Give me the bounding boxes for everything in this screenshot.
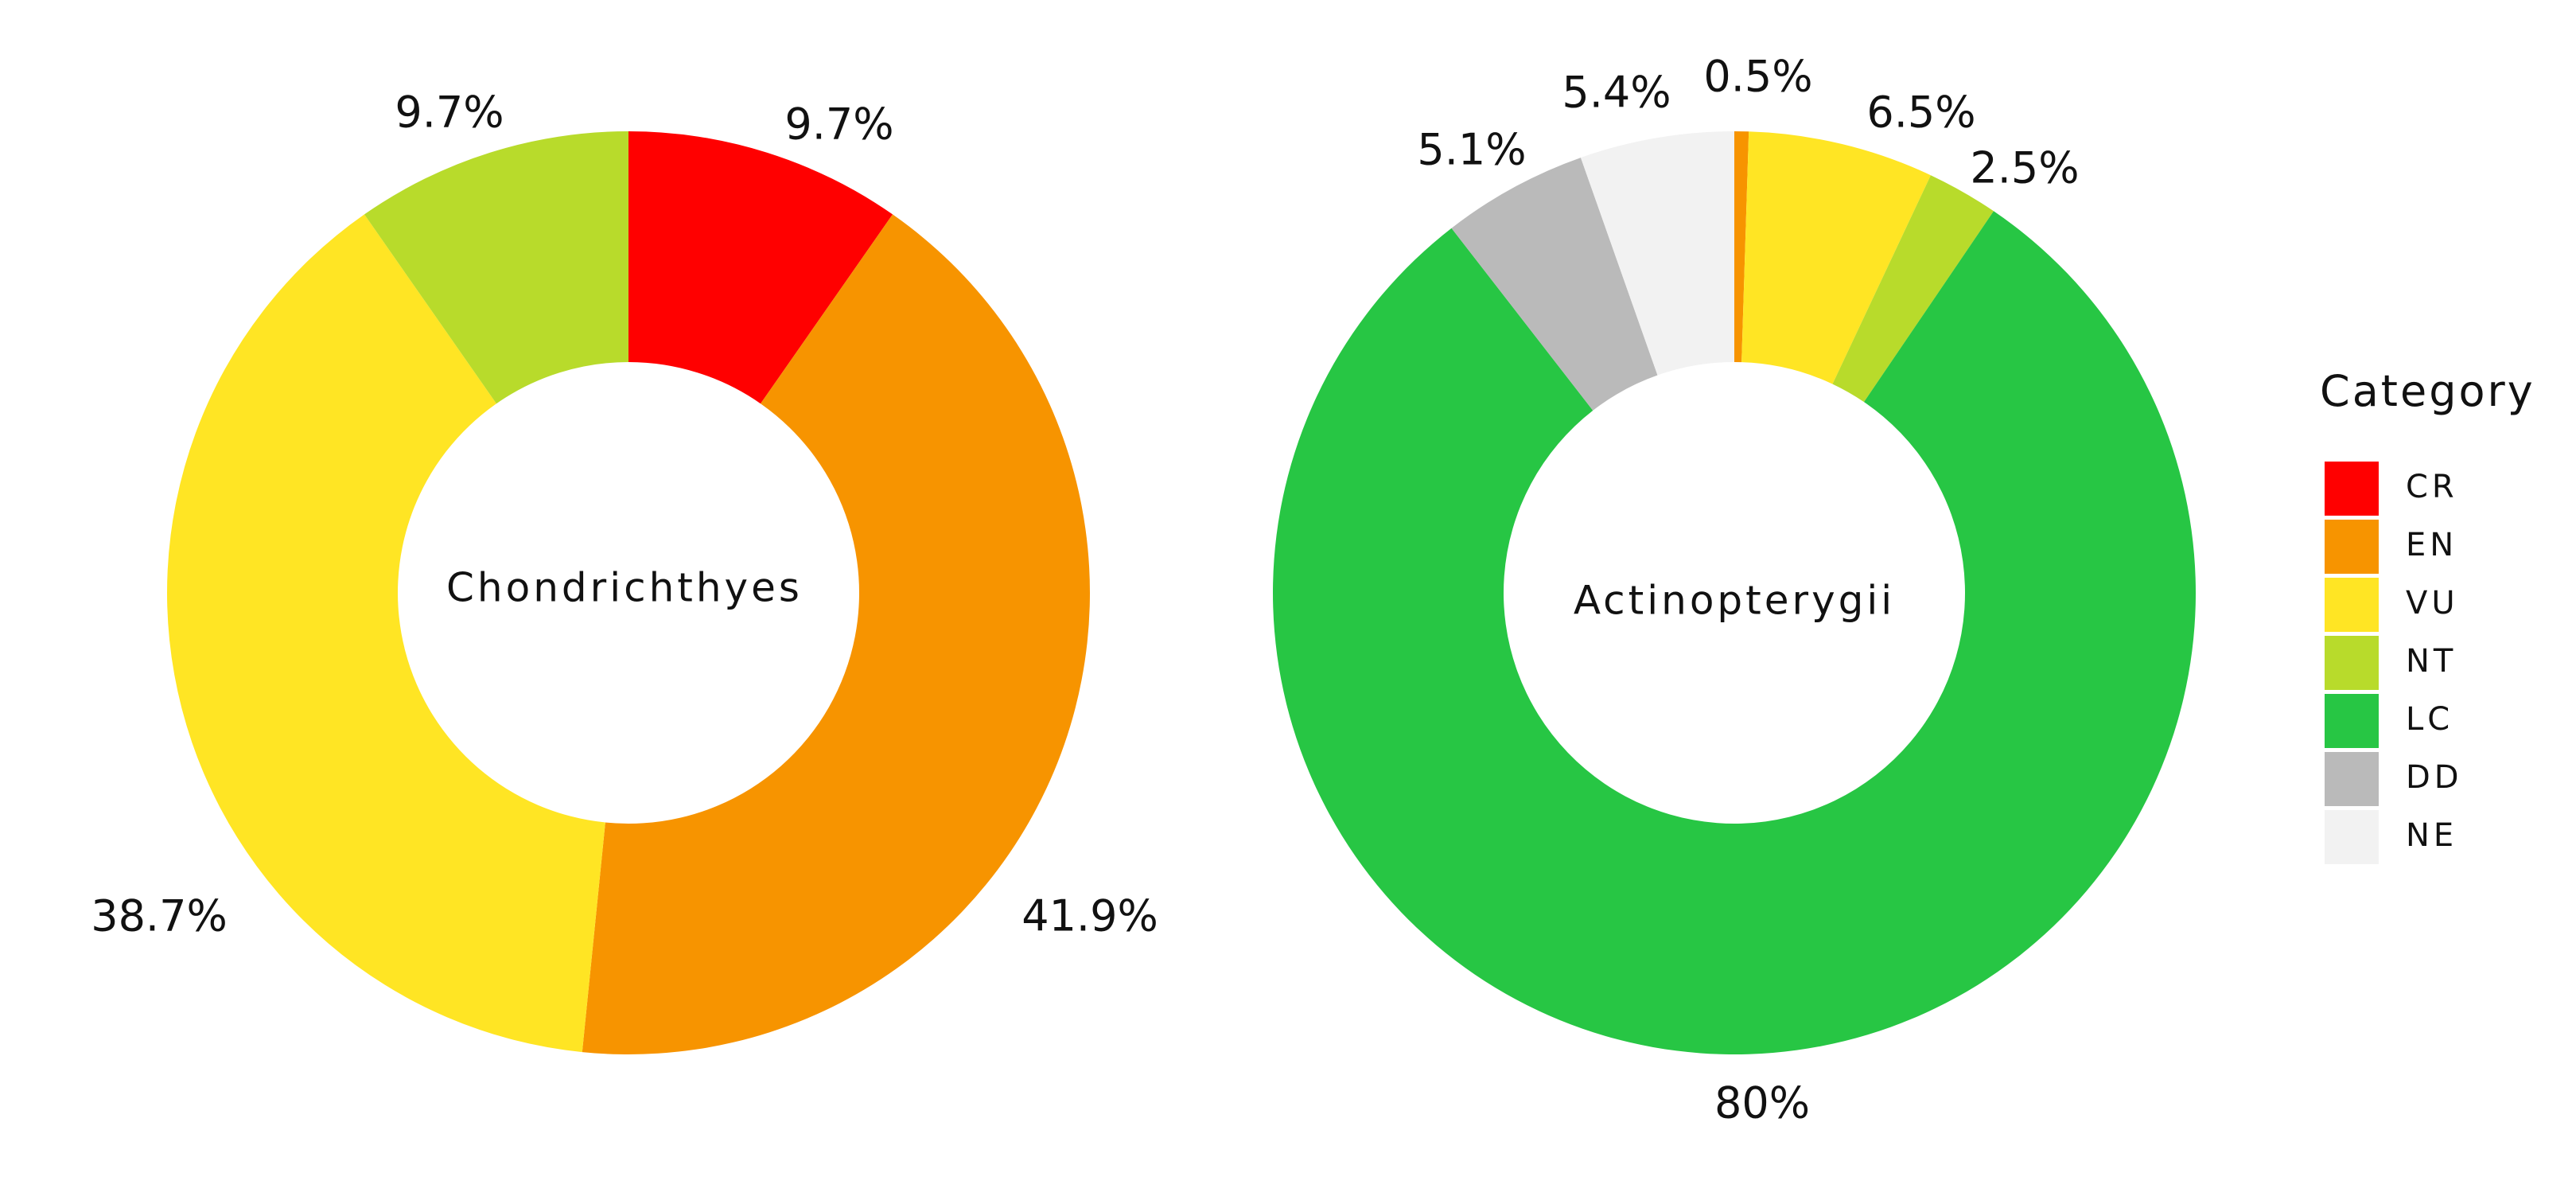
slice-nt (364, 131, 628, 404)
slice-en (1734, 131, 1749, 363)
legend-swatch-nt (2325, 636, 2379, 690)
slice-lc (1272, 211, 2196, 1055)
slice-ne (1580, 131, 1734, 376)
data-label-nt: 2.5% (1970, 143, 2079, 193)
legend-label-dd: DD (2406, 759, 2463, 796)
legend-title: Category (2320, 366, 2535, 416)
legend-label-vu: VU (2406, 585, 2459, 621)
slice-nt (1832, 175, 1994, 403)
data-label-en: 41.9% (1021, 891, 1158, 941)
legend-swatch-ne (2325, 810, 2379, 864)
data-label-en: 0.5% (1703, 52, 1812, 102)
legend-swatch-en (2325, 520, 2379, 574)
data-label-lc: 80% (1714, 1078, 1810, 1128)
legend: Category CR EN VU NT LC DD NE (2320, 366, 2535, 864)
slice-en (582, 214, 1090, 1055)
chart-center-label: Chondrichthyes (446, 565, 803, 611)
data-label-cr: 9.7% (784, 99, 893, 150)
legend-label-ne: NE (2406, 817, 2457, 854)
data-label-ne: 5.4% (1562, 68, 1671, 118)
legend-swatch-lc (2325, 694, 2379, 748)
donut-chart-actinopterygii: Actinopterygii 0.5% 6.5%2.5% 80% 5.1% 5.4% (1272, 52, 2196, 1128)
legend-label-nt: NT (2406, 643, 2457, 680)
donut-chart-chondrichthyes: Chondrichthyes 9.7% 41.9% 38.7% 9.7% (91, 88, 1158, 1055)
legend-label-cr: CR (2406, 469, 2458, 505)
chart-center-label: Actinopterygii (1574, 578, 1895, 624)
slice-vu (1741, 131, 1931, 384)
slice-vu (166, 214, 605, 1053)
slice-dd (1451, 158, 1658, 411)
data-label-nt: 9.7% (395, 88, 504, 138)
legend-label-en: EN (2406, 527, 2457, 563)
legend-label-lc: LC (2406, 701, 2453, 738)
data-label-dd: 5.1% (1417, 125, 1526, 175)
slice-cr (628, 131, 893, 404)
data-label-vu: 38.7% (91, 891, 228, 941)
data-label-vu: 6.5% (1866, 88, 1975, 138)
legend-swatch-cr (2325, 462, 2379, 516)
legend-swatch-dd (2325, 752, 2379, 806)
legend-swatch-vu (2325, 578, 2379, 632)
